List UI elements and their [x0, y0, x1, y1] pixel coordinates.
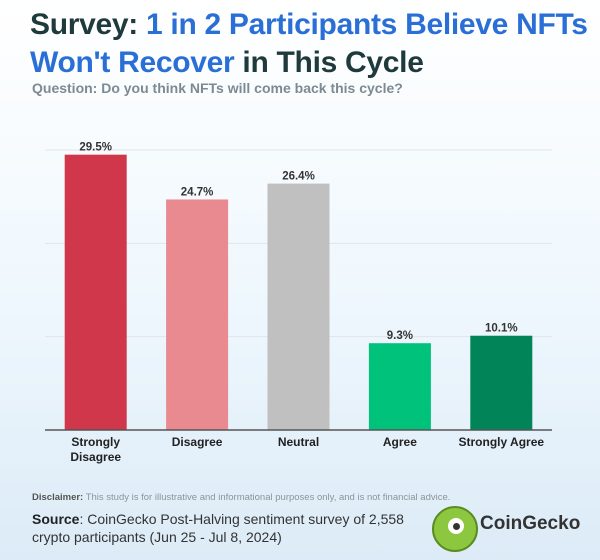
title-accent: 1 in 2 Participants Believe NFTs Won't R… [30, 8, 588, 79]
logo-text: CoinGecko [480, 513, 581, 534]
value-label-neutral: 26.4% [282, 171, 315, 183]
title-part2: in This Cycle [234, 46, 424, 79]
value-label-strongly-disagree: 29.5% [79, 142, 112, 154]
tick-label-strongly-agree: Strongly Agree [459, 435, 545, 449]
bar-neutral [267, 183, 330, 430]
bar-strongly-agree [470, 335, 533, 430]
source-note: Source: CoinGecko Post-Halving sentiment… [32, 510, 412, 546]
tick-label-neutral: Neutral [278, 435, 319, 449]
source-label: Source [32, 511, 80, 527]
source-text: : CoinGecko Post-Halving sentiment surve… [32, 511, 404, 545]
bar-strongly-disagree [64, 154, 127, 430]
survey-question: Question: Do you think NFTs will come ba… [32, 80, 403, 96]
value-label-disagree: 24.7% [181, 186, 214, 198]
tick-label-strongly-disagree: Strongly Disagree [70, 435, 121, 464]
chart-title: Survey: 1 in 2 Participants Believe NFTs… [30, 6, 590, 82]
coingecko-logo: CoinGecko [430, 503, 595, 553]
bar-disagree [166, 199, 229, 430]
title-part1: Survey: [30, 8, 146, 41]
value-label-strongly-agree: 10.1% [485, 323, 518, 335]
gecko-icon [432, 506, 478, 552]
bar-chart: 29.5% Strongly Disagree 24.7% Disagree 26.4% N… [45, 142, 552, 464]
disclaimer-label: Disclaimer: [32, 492, 84, 503]
tick-label-agree: Agree [383, 435, 417, 449]
value-label-agree: 9.3% [387, 330, 413, 342]
bar-agree [368, 343, 431, 430]
disclaimer: Disclaimer: This study is for illustrati… [32, 492, 572, 503]
disclaimer-text: This study is for illustrative and infor… [83, 492, 451, 503]
tick-label-disagree: Disagree [172, 435, 223, 449]
